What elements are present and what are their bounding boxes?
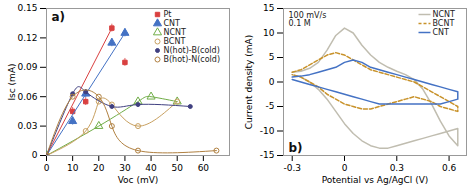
svg-text:-10: -10 [260,126,275,136]
svg-text:10: 10 [263,28,275,38]
svg-text:20: 20 [93,163,105,173]
svg-text:0.09: 0.09 [17,62,37,72]
svg-text:NCNT: NCNT [433,10,456,19]
svg-text:-5: -5 [266,101,275,111]
svg-text:BCNT: BCNT [164,37,186,46]
svg-text:100 mV/s0.1 M: 100 mV/s0.1 M [289,11,327,28]
svg-text:a): a) [52,10,66,24]
svg-text:0.03: 0.03 [17,121,37,131]
svg-text:Potential vs Ag/AgCl (V): Potential vs Ag/AgCl (V) [322,175,429,185]
svg-text:Voc (mV): Voc (mV) [118,175,159,185]
svg-text:0: 0 [269,77,275,87]
svg-text:0.15: 0.15 [17,3,37,13]
svg-text:40: 40 [145,163,157,173]
svg-text:BCNT: BCNT [433,19,455,28]
svg-text:Current density (mA): Current density (mA) [244,35,254,129]
svg-text:15: 15 [263,3,274,13]
svg-text:NCNT: NCNT [164,28,187,37]
svg-text:0: 0 [44,163,50,173]
svg-text:50: 50 [171,163,183,173]
svg-text:0.3: 0.3 [390,163,404,173]
svg-text:60: 60 [198,163,210,173]
svg-text:5: 5 [269,52,275,62]
svg-text:0: 0 [32,150,38,160]
svg-text:b): b) [289,141,303,155]
svg-text:-0.3: -0.3 [283,163,301,173]
svg-text:Isc (mA): Isc (mA) [7,63,17,100]
svg-text:Pt: Pt [164,10,172,19]
svg-text:10: 10 [67,163,79,173]
svg-text:CNT: CNT [433,28,450,37]
svg-text:0.6: 0.6 [442,163,457,173]
svg-text:B(hot)-N(cold): B(hot)-N(cold) [164,55,221,64]
svg-text:-15: -15 [260,150,275,160]
svg-text:N(hot)-B(cold): N(hot)-B(cold) [164,46,220,55]
svg-text:CNT: CNT [164,19,181,28]
svg-text:0.06: 0.06 [17,92,37,102]
svg-text:0.12: 0.12 [17,33,37,43]
svg-text:30: 30 [119,163,131,173]
svg-text:0: 0 [342,163,348,173]
